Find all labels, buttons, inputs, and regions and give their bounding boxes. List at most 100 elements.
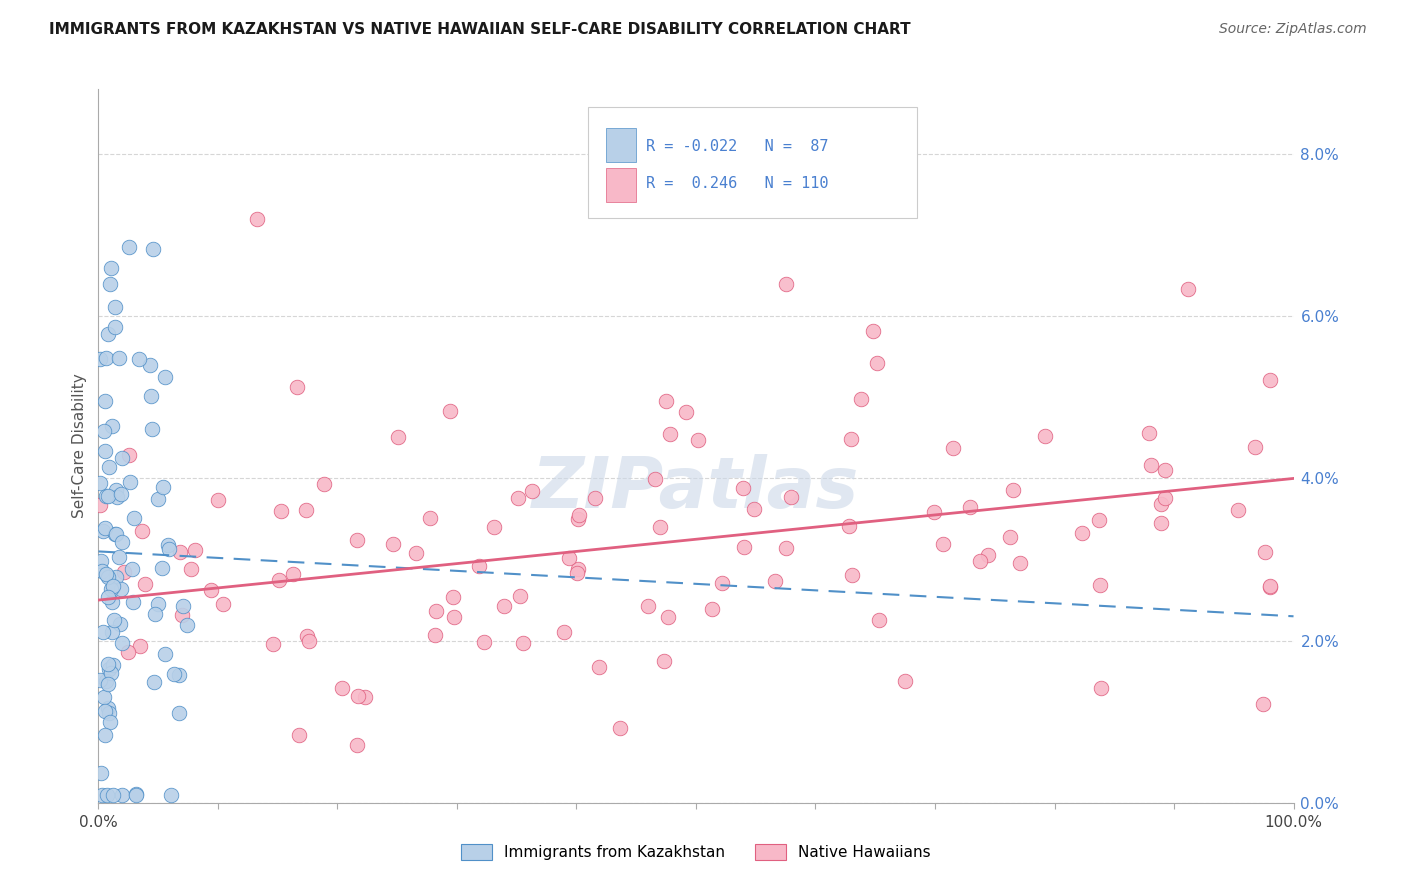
Text: Source: ZipAtlas.com: Source: ZipAtlas.com	[1219, 22, 1367, 37]
Point	[567, 562, 589, 576]
Point	[180, 562, 202, 576]
FancyBboxPatch shape	[589, 107, 917, 218]
Point	[96, 567, 118, 582]
Point	[90, 554, 112, 568]
Point	[89, 498, 111, 512]
Point	[97, 570, 120, 584]
Point	[167, 706, 190, 720]
Point	[94, 674, 117, 689]
Point	[1253, 544, 1275, 558]
Point	[148, 598, 170, 612]
Point	[121, 595, 143, 609]
Point	[733, 540, 755, 554]
Point	[97, 460, 120, 475]
Point	[298, 634, 321, 648]
Point	[157, 541, 180, 556]
Point	[1258, 373, 1281, 387]
Point	[124, 787, 146, 801]
Point	[110, 487, 132, 501]
Point	[200, 583, 222, 598]
Point	[423, 628, 446, 642]
Point	[100, 260, 122, 275]
Point	[112, 565, 135, 579]
Point	[657, 610, 679, 624]
Point	[288, 728, 311, 742]
Point	[439, 404, 461, 418]
Point	[94, 351, 117, 365]
Point	[744, 502, 766, 516]
Legend: Immigrants from Kazakhstan, Native Hawaiians: Immigrants from Kazakhstan, Native Hawai…	[456, 838, 936, 866]
Point	[94, 443, 117, 458]
Point	[108, 351, 131, 366]
Point	[104, 527, 127, 541]
Point	[1227, 503, 1250, 517]
Point	[1153, 463, 1175, 477]
Text: ZIPatlas: ZIPatlas	[533, 454, 859, 524]
Point	[688, 433, 710, 447]
Point	[94, 394, 117, 409]
Point	[387, 429, 409, 443]
Point	[160, 788, 183, 802]
Point	[1002, 483, 1025, 497]
Point	[419, 510, 441, 524]
Point	[654, 393, 676, 408]
Point	[838, 519, 860, 533]
Point	[652, 655, 675, 669]
Point	[269, 574, 291, 588]
Point	[141, 422, 163, 436]
Point	[650, 520, 672, 534]
Point	[110, 788, 132, 802]
Point	[121, 562, 143, 576]
Point	[942, 441, 965, 455]
Point	[1010, 556, 1032, 570]
Text: R =  0.246   N = 110: R = 0.246 N = 110	[645, 177, 828, 191]
Point	[100, 625, 122, 640]
Point	[103, 613, 125, 627]
Point	[733, 481, 755, 495]
Point	[96, 489, 118, 503]
Point	[101, 579, 124, 593]
Point	[700, 602, 723, 616]
Point	[1070, 526, 1092, 541]
Point	[163, 667, 186, 681]
Point	[97, 662, 120, 676]
Point	[143, 674, 166, 689]
Point	[780, 490, 803, 504]
Point	[97, 706, 120, 720]
Point	[637, 599, 659, 613]
Point	[922, 505, 945, 519]
Point	[104, 527, 127, 541]
Y-axis label: Self-Care Disability: Self-Care Disability	[72, 374, 87, 518]
Point	[211, 597, 233, 611]
Point	[100, 665, 122, 680]
Point	[89, 673, 111, 688]
Point	[105, 569, 128, 583]
Point	[565, 566, 588, 581]
Point	[97, 657, 120, 671]
Point	[354, 690, 377, 704]
Point	[443, 610, 465, 624]
Point	[1033, 429, 1056, 443]
Point	[105, 483, 128, 498]
Point	[467, 559, 489, 574]
Point	[131, 524, 153, 538]
Point	[89, 476, 111, 491]
Point	[90, 766, 112, 780]
Point	[520, 484, 543, 499]
Point	[143, 607, 166, 621]
Point	[346, 533, 368, 547]
Point	[775, 541, 797, 556]
Point	[93, 690, 115, 704]
Point	[262, 637, 284, 651]
Point	[152, 480, 174, 494]
Point	[91, 524, 114, 538]
Point	[588, 660, 610, 674]
Point	[775, 277, 797, 291]
Point	[91, 624, 114, 639]
Point	[153, 370, 176, 384]
Bar	[606, 128, 637, 162]
Point	[441, 590, 464, 604]
Point	[141, 389, 163, 403]
Point	[169, 545, 191, 559]
Point	[100, 582, 122, 596]
